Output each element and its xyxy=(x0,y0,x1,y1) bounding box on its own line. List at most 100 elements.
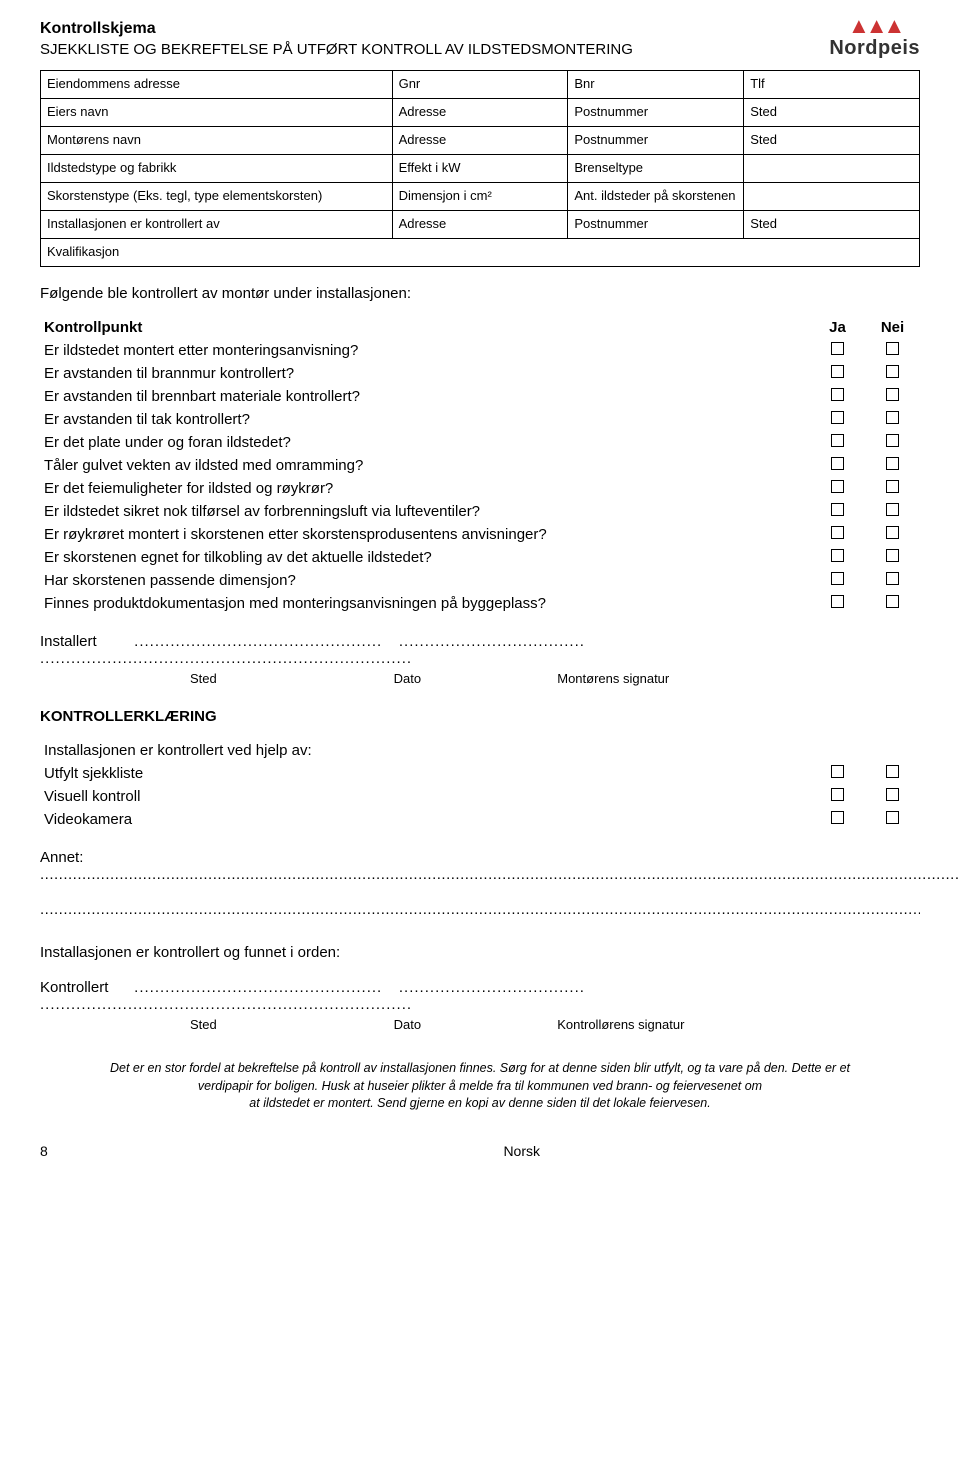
checkbox-no[interactable] xyxy=(865,500,920,523)
sig-sted: Sted xyxy=(190,1017,390,1032)
sig-label-controlled: Kontrollert xyxy=(40,979,130,996)
controlled-ok-text: Installasjonen er kontrollert og funnet … xyxy=(40,944,920,961)
checkbox-yes[interactable] xyxy=(810,808,865,831)
cell-owner-city[interactable]: Sted xyxy=(744,99,920,127)
checkbox-no[interactable] xyxy=(865,592,920,615)
annet-line2[interactable]: ........................................… xyxy=(40,901,920,918)
cell-ctrl-addr[interactable]: Adresse xyxy=(392,211,568,239)
checkbox-yes[interactable] xyxy=(810,523,865,546)
cell-stove-type[interactable]: Ildstedstype og fabrikk xyxy=(41,155,393,183)
check-question: Finnes produktdokumentasjon med monterin… xyxy=(40,592,810,615)
checkbox-no[interactable] xyxy=(865,546,920,569)
check-question: Er ildstedet sikret nok tilførsel av for… xyxy=(40,500,810,523)
annet-line[interactable]: ........................................… xyxy=(40,866,960,883)
checkbox-no[interactable] xyxy=(865,385,920,408)
check-question: Er avstanden til brannmur kontrollert? xyxy=(40,362,810,385)
dots[interactable]: ........................................… xyxy=(40,996,412,1013)
table-row: Er røykrøret montert i skorstenen etter … xyxy=(40,523,920,546)
check-question: Er avstanden til brennbart materiale kon… xyxy=(40,385,810,408)
cell-count[interactable]: Ant. ildsteder på skorstenen xyxy=(568,183,744,211)
cell-bnr[interactable]: Bnr xyxy=(568,71,744,99)
table-row: Kvalifikasjon xyxy=(41,239,920,267)
cell-chimney-type[interactable]: Skorstenstype (Eks. tegl, type elementsk… xyxy=(41,183,393,211)
cell-owner-post[interactable]: Postnummer xyxy=(568,99,744,127)
check-question: Er røykrøret montert i skorstenen etter … xyxy=(40,523,810,546)
dots[interactable]: ........................................… xyxy=(134,633,382,650)
section-kontrollerklaering: KONTROLLERKLÆRING xyxy=(40,708,920,725)
col-point: Kontrollpunkt xyxy=(40,316,810,339)
dots[interactable]: .................................... xyxy=(399,633,585,650)
check-question: Er det plate under og foran ildstedet? xyxy=(40,431,810,454)
cell-effect[interactable]: Effekt i kW xyxy=(392,155,568,183)
checkbox-no[interactable] xyxy=(865,339,920,362)
checkbox-yes[interactable] xyxy=(810,408,865,431)
checkbox-yes[interactable] xyxy=(810,431,865,454)
table-row: Visuell kontroll xyxy=(40,785,920,808)
cell-blank[interactable] xyxy=(744,155,920,183)
checkbox-yes[interactable] xyxy=(810,500,865,523)
cell-owner-addr[interactable]: Adresse xyxy=(392,99,568,127)
dots[interactable]: ........................................… xyxy=(134,979,382,996)
checkbox-no[interactable] xyxy=(865,477,920,500)
cell-blank[interactable] xyxy=(744,183,920,211)
checkbox-no[interactable] xyxy=(865,569,920,592)
checkbox-no[interactable] xyxy=(865,431,920,454)
checkbox-yes[interactable] xyxy=(810,592,865,615)
cell-installer-post[interactable]: Postnummer xyxy=(568,127,744,155)
control-method-table: Installasjonen er kontrollert ved hjelp … xyxy=(40,739,920,831)
cell-owner[interactable]: Eiers navn xyxy=(41,99,393,127)
checkbox-yes[interactable] xyxy=(810,785,865,808)
cell-installer[interactable]: Montørens navn xyxy=(41,127,393,155)
page-title: Kontrollskjema xyxy=(40,20,829,38)
checkbox-no[interactable] xyxy=(865,785,920,808)
cell-address[interactable]: Eiendommens adresse xyxy=(41,71,393,99)
check-question: Er det feiemuligheter for ildsted og røy… xyxy=(40,477,810,500)
checklist-lead: Følgende ble kontrollert av montør under… xyxy=(40,285,920,302)
checkbox-yes[interactable] xyxy=(810,762,865,785)
checkbox-yes[interactable] xyxy=(810,454,865,477)
check-question: Har skorstenen passende dimensjon? xyxy=(40,569,810,592)
dots[interactable]: ........................................… xyxy=(40,650,412,667)
check-question: Er avstanden til tak kontrollert? xyxy=(40,408,810,431)
sig-dato: Dato xyxy=(394,671,554,686)
cell-tlf[interactable]: Tlf xyxy=(744,71,920,99)
checkbox-no[interactable] xyxy=(865,808,920,831)
table-row: Er det feiemuligheter for ildsted og røy… xyxy=(40,477,920,500)
table-row: Er avstanden til tak kontrollert? xyxy=(40,408,920,431)
control-method: Utfylt sjekkliste xyxy=(40,762,810,785)
checkbox-no[interactable] xyxy=(865,523,920,546)
cell-ctrl-city[interactable]: Sted xyxy=(744,211,920,239)
checkbox-no[interactable] xyxy=(865,454,920,477)
cell-qualification[interactable]: Kvalifikasjon xyxy=(41,239,920,267)
table-header-row: Kontrollpunkt Ja Nei xyxy=(40,316,920,339)
table-row: Er avstanden til brannmur kontrollert? xyxy=(40,362,920,385)
checkbox-yes[interactable] xyxy=(810,477,865,500)
cell-gnr[interactable]: Gnr xyxy=(392,71,568,99)
page-subtitle: SJEKKLISTE OG BEKREFTELSE PÅ UTFØRT KONT… xyxy=(40,41,829,58)
table-row: Eiers navn Adresse Postnummer Sted xyxy=(41,99,920,127)
checkbox-no[interactable] xyxy=(865,362,920,385)
checkbox-yes[interactable] xyxy=(810,339,865,362)
checkbox-no[interactable] xyxy=(865,408,920,431)
cell-ctrl-post[interactable]: Postnummer xyxy=(568,211,744,239)
check-question: Er skorstenen egnet for tilkobling av de… xyxy=(40,546,810,569)
cell-fuel[interactable]: Brenseltype xyxy=(568,155,744,183)
sig-label-installed: Installert xyxy=(40,633,130,650)
table-row: Installasjonen er kontrollert av Adresse… xyxy=(41,211,920,239)
checkbox-yes[interactable] xyxy=(810,569,865,592)
brand-logo: ▲▲▲ Nordpeis xyxy=(829,15,920,60)
page-language: Norsk xyxy=(503,1143,540,1159)
checkbox-yes[interactable] xyxy=(810,546,865,569)
table-row: Skorstenstype (Eks. tegl, type elementsk… xyxy=(41,183,920,211)
checkbox-yes[interactable] xyxy=(810,362,865,385)
page-number: 8 xyxy=(40,1143,48,1159)
cell-installer-city[interactable]: Sted xyxy=(744,127,920,155)
checkbox-no[interactable] xyxy=(865,762,920,785)
checkbox-yes[interactable] xyxy=(810,385,865,408)
cell-controlled-by[interactable]: Installasjonen er kontrollert av xyxy=(41,211,393,239)
cell-dimension[interactable]: Dimensjon i cm² xyxy=(392,183,568,211)
cell-installer-addr[interactable]: Adresse xyxy=(392,127,568,155)
footer-line-1: Det er en stor fordel at bekreftelse på … xyxy=(40,1060,920,1078)
dots[interactable]: .................................... xyxy=(399,979,585,996)
table-row: Utfylt sjekkliste xyxy=(40,762,920,785)
